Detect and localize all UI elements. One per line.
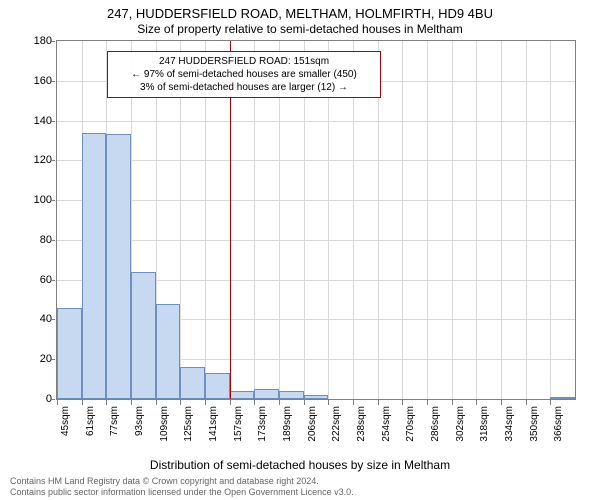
plot-area: 247 HUDDERSFIELD ROAD: 151sqm← 97% of se… [56,40,576,400]
y-tick-label: 180 [12,35,52,47]
y-tick-mark [50,240,55,241]
annotation-box: 247 HUDDERSFIELD ROAD: 151sqm← 97% of se… [107,51,381,98]
x-tick-label: 125sqm [183,406,194,456]
y-tick-mark [50,359,55,360]
histogram-bar [57,308,82,399]
y-tick-mark [50,81,55,82]
x-tick-mark [427,400,428,405]
y-tick-label: 0 [12,393,52,405]
x-tick-label: 334sqm [504,406,515,456]
x-tick-label: 189sqm [282,406,293,456]
x-tick-label: 45sqm [60,406,71,456]
y-tick-mark [50,319,55,320]
gridline-v [550,41,551,399]
y-tick-mark [50,121,55,122]
x-tick-label: 77sqm [109,406,120,456]
annotation-line: ← 97% of semi-detached houses are smalle… [114,68,374,81]
footer-line-1: Contains HM Land Registry data © Crown c… [10,476,354,487]
gridline-v [452,41,453,399]
annotation-line: 247 HUDDERSFIELD ROAD: 151sqm [114,55,374,68]
x-tick-mark [501,400,502,405]
histogram-bar [230,391,255,399]
x-tick-mark [328,400,329,405]
y-tick-mark [50,200,55,201]
x-tick-mark [106,400,107,405]
gridline-h [57,240,575,241]
x-tick-mark [353,400,354,405]
y-tick-label: 80 [12,234,52,246]
y-tick-mark [50,41,55,42]
x-tick-mark [254,400,255,405]
x-tick-label: 141sqm [208,406,219,456]
y-tick-label: 20 [12,353,52,365]
x-tick-label: 350sqm [529,406,540,456]
x-tick-mark [156,400,157,405]
x-tick-mark [550,400,551,405]
gridline-v [501,41,502,399]
histogram-bar [156,304,181,399]
x-tick-label: 109sqm [159,406,170,456]
x-tick-label: 254sqm [381,406,392,456]
gridline-h [57,121,575,122]
footer-line-2: Contains public sector information licen… [10,487,354,498]
x-tick-mark [57,400,58,405]
x-tick-label: 286sqm [430,406,441,456]
histogram-bar [550,397,575,399]
histogram-bar [131,272,156,399]
x-tick-mark [82,400,83,405]
histogram-bar [180,367,205,399]
chart-title: 247, HUDDERSFIELD ROAD, MELTHAM, HOLMFIR… [0,6,600,21]
x-tick-mark [304,400,305,405]
x-tick-mark [279,400,280,405]
x-tick-mark [526,400,527,405]
gridline-v [427,41,428,399]
x-tick-label: 93sqm [134,406,145,456]
y-tick-mark [50,280,55,281]
y-tick-mark [50,160,55,161]
x-tick-mark [378,400,379,405]
gridline-v [402,41,403,399]
x-tick-label: 222sqm [331,406,342,456]
x-axis-label: Distribution of semi-detached houses by … [0,458,600,472]
y-tick-label: 160 [12,75,52,87]
gridline-v [526,41,527,399]
histogram-bar [279,391,304,399]
x-tick-mark [476,400,477,405]
y-tick-label: 60 [12,274,52,286]
y-tick-mark [50,399,55,400]
chart-container: 247, HUDDERSFIELD ROAD, MELTHAM, HOLMFIR… [0,0,600,500]
x-tick-mark [230,400,231,405]
chart-subtitle: Size of property relative to semi-detach… [0,22,600,36]
x-tick-mark [452,400,453,405]
y-tick-label: 120 [12,154,52,166]
y-tick-label: 100 [12,194,52,206]
x-tick-mark [402,400,403,405]
histogram-bar [82,133,107,400]
x-tick-label: 238sqm [356,406,367,456]
y-tick-label: 40 [12,313,52,325]
histogram-bar [304,395,329,399]
x-tick-label: 157sqm [233,406,244,456]
x-tick-mark [131,400,132,405]
histogram-bar [205,373,230,399]
x-tick-label: 173sqm [257,406,268,456]
x-tick-label: 206sqm [307,406,318,456]
annotation-line: 3% of semi-detached houses are larger (1… [114,81,374,94]
x-tick-label: 318sqm [479,406,490,456]
x-tick-label: 61sqm [85,406,96,456]
x-tick-mark [205,400,206,405]
x-tick-mark [180,400,181,405]
gridline-h [57,200,575,201]
x-tick-label: 366sqm [553,406,564,456]
y-tick-label: 140 [12,115,52,127]
gridline-h [57,160,575,161]
histogram-bar [106,134,131,399]
footer-attribution: Contains HM Land Registry data © Crown c… [10,476,354,498]
gridline-v [476,41,477,399]
x-tick-label: 302sqm [455,406,466,456]
x-tick-label: 270sqm [405,406,416,456]
histogram-bar [254,389,279,399]
